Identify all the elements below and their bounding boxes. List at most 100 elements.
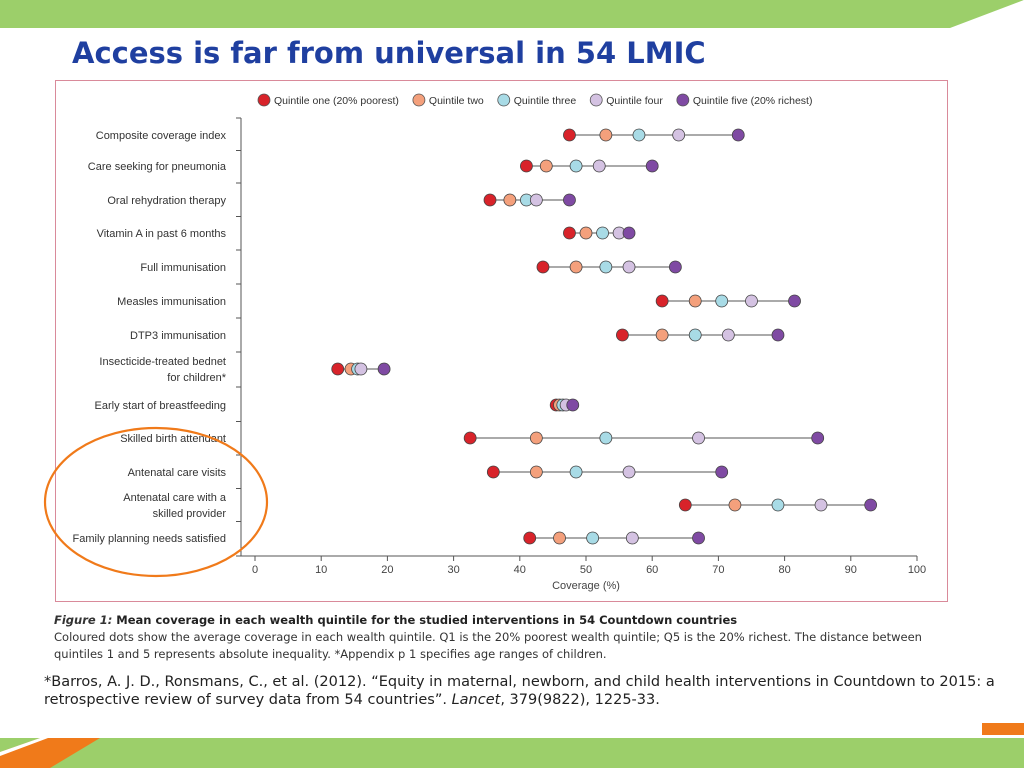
data-point — [655, 328, 669, 342]
data-point — [539, 159, 553, 173]
data-point — [622, 226, 636, 240]
legend-marker — [412, 93, 426, 107]
data-point — [771, 498, 785, 512]
data-point — [354, 362, 368, 376]
category-label: Skilled birth attendant — [120, 433, 226, 445]
legend-label: Quintile four — [606, 95, 663, 107]
x-tick-label: 70 — [712, 564, 724, 576]
x-tick-label: 60 — [646, 564, 658, 576]
data-point — [486, 465, 500, 479]
category-label: Antenatal care with a skilled provider — [123, 492, 227, 520]
legend-marker — [497, 93, 511, 107]
caption-label: Figure 1: — [54, 613, 113, 627]
data-point — [596, 226, 609, 240]
category-label: Vitamin A in past 6 months — [97, 228, 227, 240]
x-tick-label: 40 — [514, 564, 526, 576]
data-point — [563, 193, 576, 207]
data-point — [529, 465, 543, 479]
x-tick-label: 90 — [845, 564, 857, 576]
data-point — [721, 328, 735, 342]
data-point — [672, 128, 686, 142]
category-label: Care seeking for pneumonia — [88, 161, 227, 173]
data-point — [529, 193, 543, 207]
data-point — [563, 128, 576, 142]
x-tick-label: 80 — [778, 564, 790, 576]
data-point — [536, 260, 550, 274]
x-tick-label: 0 — [252, 564, 258, 576]
data-point — [599, 260, 613, 274]
x-tick-label: 20 — [381, 564, 393, 576]
data-point — [688, 294, 702, 308]
data-point — [579, 226, 593, 240]
data-point — [569, 465, 583, 479]
x-axis-label: Coverage (%) — [552, 580, 620, 592]
data-point — [645, 159, 659, 173]
data-point — [632, 128, 646, 142]
data-point — [688, 328, 702, 342]
data-point — [728, 498, 742, 512]
data-point — [563, 226, 576, 240]
citation-text: *Barros, A. J. D., Ronsmans, C., et al. … — [44, 674, 995, 708]
highlight-ellipse — [43, 426, 269, 578]
data-point — [655, 294, 669, 308]
data-point — [745, 294, 758, 308]
legend-label: Quintile five (20% richest) — [693, 95, 813, 107]
legend-marker — [676, 93, 690, 107]
figure-frame — [55, 80, 948, 602]
data-point — [678, 498, 692, 512]
slide-title: Access is far from universal in 54 LMIC — [72, 36, 706, 70]
category-label: Oral rehydration therapy — [107, 195, 226, 207]
citation-journal: Lancet — [451, 692, 501, 708]
legend-label: Quintile three — [514, 95, 577, 107]
category-label: Early start of breastfeeding — [95, 400, 226, 412]
legend-label: Quintile one (20% poorest) — [274, 95, 399, 107]
figure-caption: Figure 1: Mean coverage in each wealth q… — [54, 612, 954, 663]
data-point — [616, 328, 629, 342]
data-point — [715, 294, 729, 308]
x-tick-label: 30 — [447, 564, 459, 576]
data-point — [788, 294, 801, 308]
data-point — [586, 531, 600, 545]
legend-marker — [589, 93, 603, 107]
data-point — [529, 431, 543, 445]
data-point — [592, 159, 606, 173]
top-green-band — [0, 0, 1024, 28]
data-point — [463, 431, 477, 445]
data-point — [622, 465, 636, 479]
category-label: Insecticide-treated bednet for children* — [99, 356, 226, 384]
data-point — [377, 362, 391, 376]
caption-title: Mean coverage in each wealth quintile fo… — [112, 613, 738, 627]
category-label: Composite coverage index — [96, 130, 227, 142]
category-label: Antenatal care visits — [128, 467, 227, 479]
data-point — [864, 498, 878, 512]
citation-details: , 379(9822), 1225-33. — [500, 692, 660, 708]
data-point — [814, 498, 828, 512]
data-point — [599, 128, 613, 142]
data-point — [520, 159, 533, 173]
category-label: Family planning needs satisfied — [73, 533, 226, 545]
data-point — [715, 465, 729, 479]
orange-accent-tab — [982, 723, 1024, 735]
category-label: DTP3 immunisation — [130, 330, 226, 342]
data-point — [331, 362, 345, 376]
citation: *Barros, A. J. D., Ronsmans, C., et al. … — [44, 673, 1004, 709]
data-point — [771, 328, 785, 342]
data-point — [569, 159, 583, 173]
data-point — [599, 431, 613, 445]
x-tick-label: 10 — [315, 564, 327, 576]
data-point — [668, 260, 682, 274]
legend-label: Quintile two — [429, 95, 484, 107]
x-tick-label: 100 — [908, 564, 926, 576]
data-point — [811, 431, 825, 445]
data-point — [483, 193, 497, 207]
legend-marker — [257, 93, 271, 107]
data-point — [692, 531, 705, 545]
data-point — [731, 128, 745, 142]
data-point — [553, 531, 566, 545]
dot-plot-chart: 0 10 20 30 40 50 60 70 80 90 100 Coverage (%) Compos… — [43, 93, 926, 592]
category-label: Full immunisation — [140, 262, 226, 274]
caption-body: Coloured dots show the average coverage … — [54, 630, 922, 661]
data-point — [625, 531, 639, 545]
bottom-green-band — [0, 738, 1024, 768]
data-point — [566, 398, 580, 412]
